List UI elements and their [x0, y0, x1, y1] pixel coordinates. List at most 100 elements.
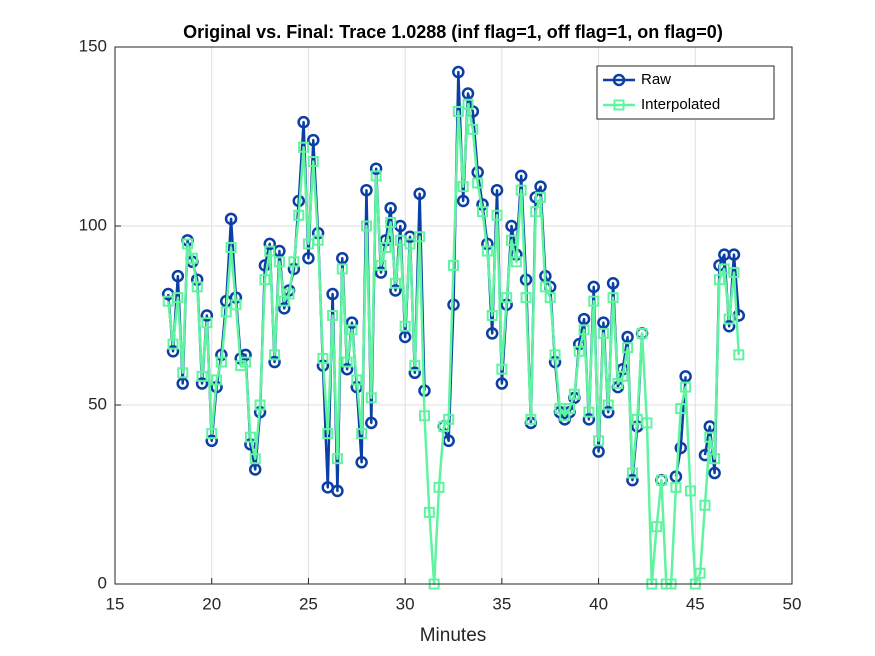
marker	[408, 366, 422, 380]
marker	[597, 316, 610, 329]
legend-marker	[613, 99, 625, 111]
marker	[317, 352, 329, 364]
marker	[224, 212, 238, 226]
marker	[399, 320, 411, 332]
marker	[443, 413, 455, 425]
marker	[326, 287, 339, 301]
axes-box	[114, 46, 793, 585]
marker	[530, 206, 542, 218]
x-axis-label: Minutes	[420, 625, 487, 646]
marker	[501, 292, 513, 304]
x-tick-label: 50	[783, 594, 802, 613]
marker	[273, 256, 285, 268]
marker	[414, 231, 426, 243]
marker	[433, 481, 445, 493]
marker	[462, 98, 474, 110]
marker	[699, 499, 711, 511]
marker	[597, 327, 609, 339]
marker	[182, 238, 194, 250]
marker	[268, 355, 281, 369]
marker	[205, 434, 218, 448]
marker	[201, 317, 213, 329]
marker	[588, 295, 600, 307]
marker	[573, 345, 585, 357]
marker	[452, 105, 464, 117]
marker	[249, 453, 261, 465]
x-tick-label: 45	[686, 594, 705, 613]
marker	[264, 245, 276, 257]
marker	[418, 410, 430, 422]
marker	[288, 256, 300, 268]
marker	[457, 181, 469, 193]
marker	[340, 362, 354, 376]
x-tick-label: 15	[106, 594, 125, 613]
marker	[351, 374, 363, 386]
marker	[331, 484, 344, 498]
marker	[496, 363, 508, 375]
marker	[423, 506, 435, 518]
marker	[722, 319, 736, 333]
marker	[485, 327, 499, 340]
marker	[370, 170, 382, 182]
marker	[385, 216, 397, 228]
marker	[365, 416, 378, 430]
marker	[384, 201, 397, 215]
marker	[461, 87, 475, 100]
marker	[549, 349, 561, 361]
marker	[452, 65, 465, 79]
marker	[215, 356, 227, 368]
x-tick-label: 40	[589, 594, 608, 613]
marker	[167, 338, 179, 350]
marker	[191, 281, 203, 293]
marker	[177, 367, 189, 379]
marker	[636, 327, 648, 339]
marker	[670, 481, 682, 493]
marker	[607, 292, 619, 304]
x-tick-label: 35	[492, 594, 511, 613]
marker	[336, 263, 348, 275]
marker	[675, 403, 687, 415]
marker	[345, 316, 359, 329]
marker	[505, 219, 518, 233]
marker	[713, 274, 725, 286]
marker	[539, 281, 551, 293]
marker	[225, 241, 237, 253]
marker	[230, 299, 242, 311]
marker	[727, 248, 741, 261]
marker	[196, 370, 208, 382]
marker	[601, 405, 615, 419]
marker	[327, 310, 339, 321]
marker	[375, 259, 387, 271]
marker	[409, 360, 421, 372]
marker	[593, 435, 605, 447]
marker	[355, 456, 368, 469]
chart-title: Original vs. Final: Trace 1.0288 (inf fl…	[183, 22, 723, 42]
marker	[322, 428, 334, 440]
marker	[525, 413, 537, 425]
marker	[240, 356, 252, 368]
marker	[472, 177, 484, 189]
marker	[592, 445, 605, 458]
marker	[655, 474, 667, 486]
marker	[535, 191, 547, 203]
marker	[617, 370, 629, 382]
legend-marker	[612, 73, 626, 87]
marker	[520, 292, 532, 304]
marker	[307, 133, 320, 147]
marker	[728, 267, 740, 279]
marker	[626, 473, 639, 487]
marker	[356, 428, 368, 440]
marker	[369, 162, 383, 175]
marker	[486, 310, 498, 321]
marker	[360, 220, 372, 232]
marker	[312, 234, 324, 246]
y-tick-label: 100	[79, 215, 107, 234]
marker	[341, 356, 353, 368]
marker	[510, 256, 522, 268]
x-tick-label: 30	[396, 594, 415, 613]
marker	[220, 306, 232, 318]
marker	[467, 123, 479, 135]
marker	[674, 441, 688, 455]
marker	[171, 269, 185, 283]
marker	[283, 288, 295, 300]
